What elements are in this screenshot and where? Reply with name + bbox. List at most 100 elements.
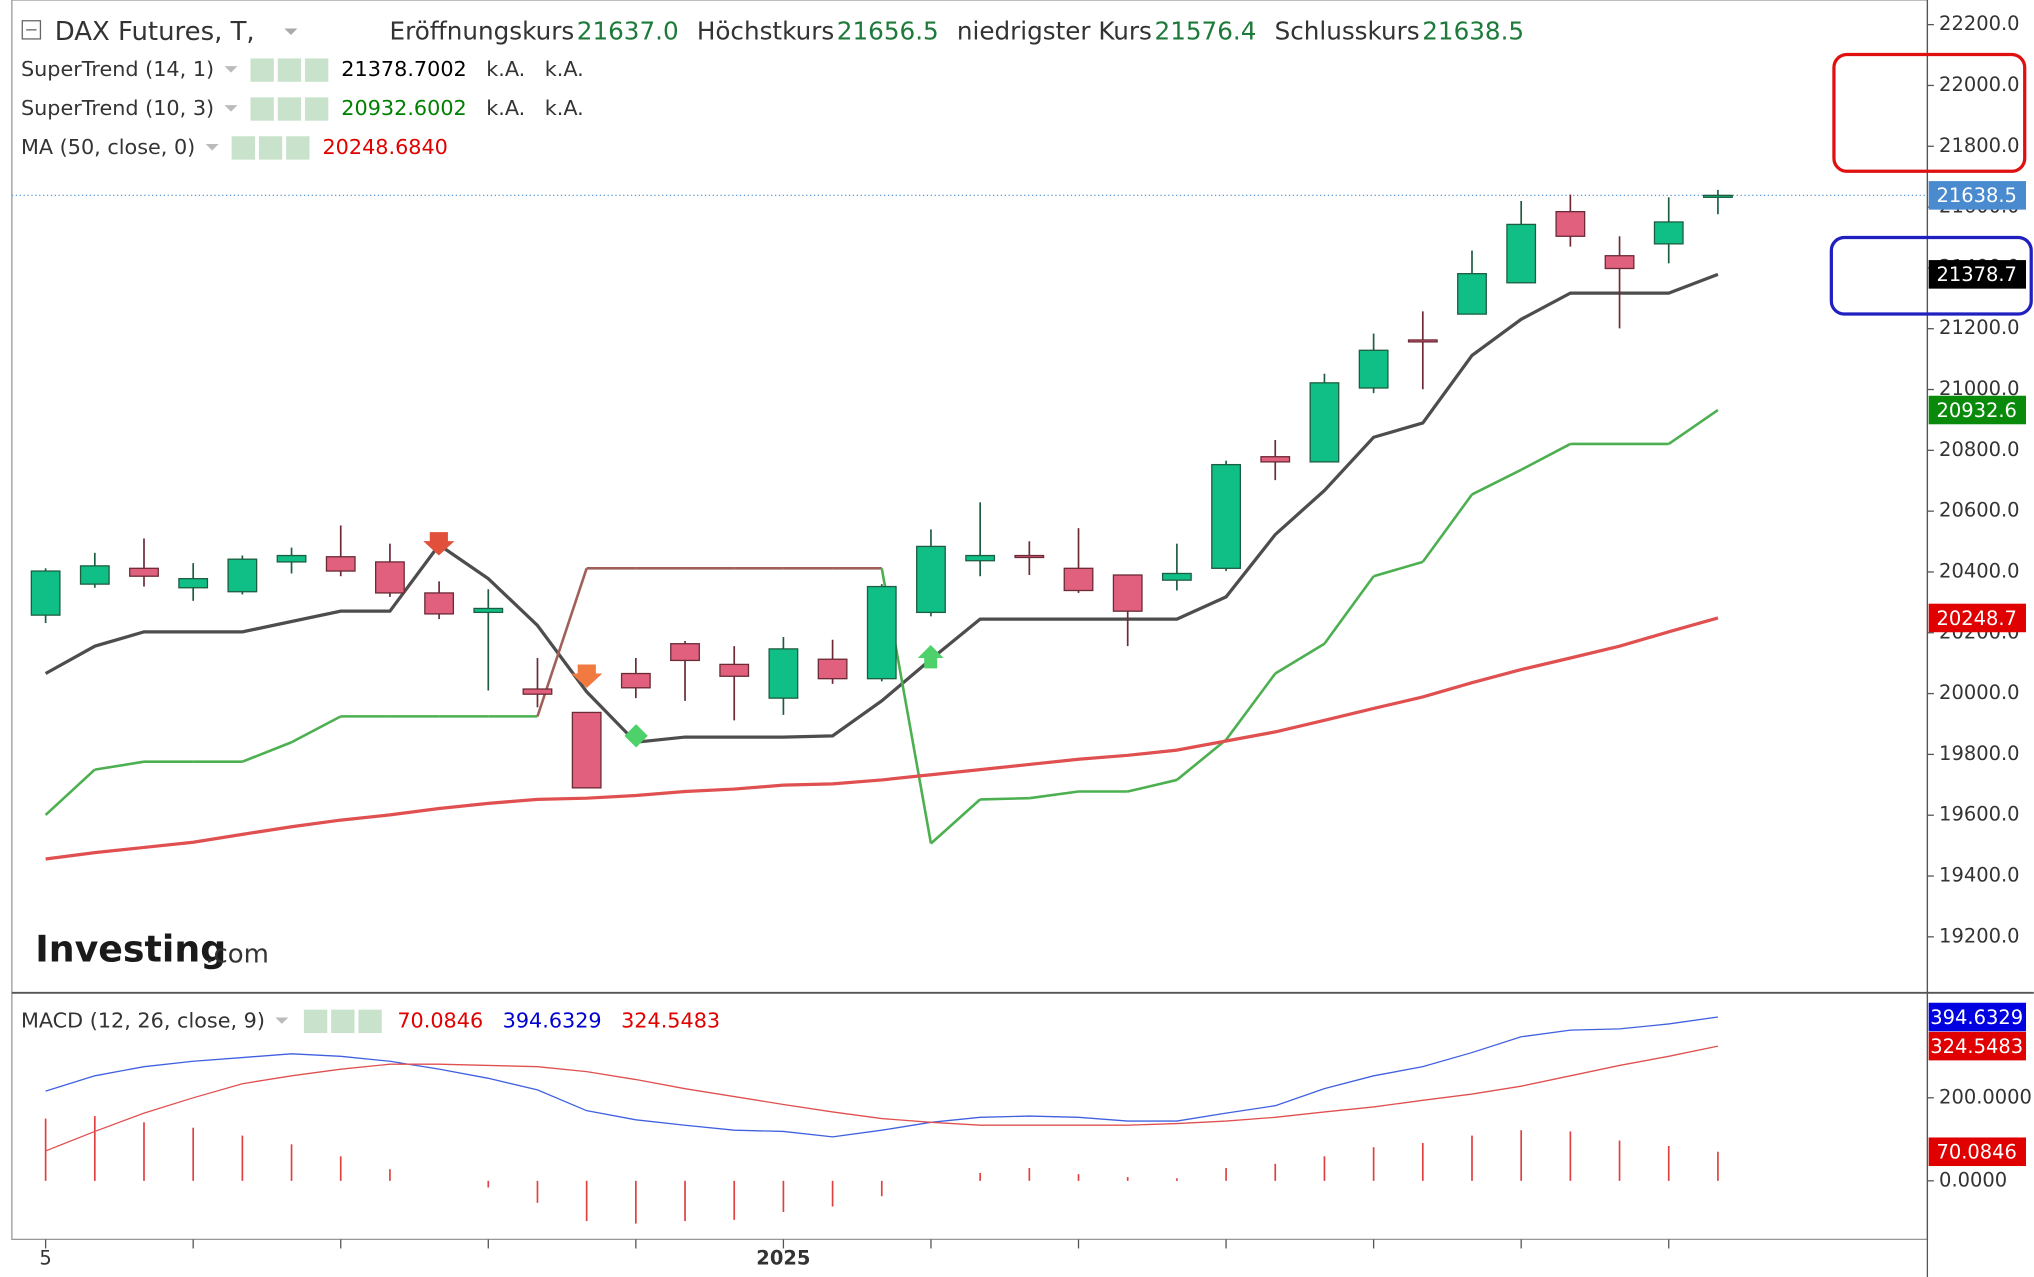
supertrend-segment <box>1668 408 1719 446</box>
ohlc-label: Höchstkurs <box>697 16 834 45</box>
supertrend-segment <box>241 741 293 763</box>
price-label: 70.0846 <box>1936 1141 2016 1164</box>
dropdown <box>205 144 219 151</box>
price-label-bg <box>1928 181 2027 210</box>
candle-body <box>1063 567 1094 592</box>
legend-icon <box>303 1009 328 1034</box>
macd-line <box>45 1045 1719 1152</box>
candle-body <box>1457 273 1487 315</box>
collapse-button[interactable] <box>21 20 42 40</box>
x-tick-label: 5 <box>39 1246 51 1269</box>
candle-body <box>1358 349 1389 389</box>
candle-body <box>325 556 356 572</box>
price-label-bg <box>1928 1031 2027 1061</box>
candle-body <box>1260 456 1291 463</box>
legend-icon <box>277 97 302 121</box>
price-label-bg <box>1928 260 2027 289</box>
legend-icon <box>286 136 310 160</box>
candle-body <box>571 711 602 789</box>
candle-body <box>916 545 946 614</box>
chart-title: DAX Futures, T, <box>55 17 255 47</box>
legend-name: MA (50, close, 0) <box>21 135 195 159</box>
y-tick-label: 21800.0 <box>1939 134 2019 157</box>
legend-value: k.A. <box>486 57 525 81</box>
candle-body <box>522 688 553 695</box>
price-label: 324.5483 <box>1930 1035 2023 1058</box>
candle-body <box>1407 339 1438 343</box>
candle-body <box>424 592 455 615</box>
candle-body <box>178 577 209 589</box>
legend-value: 324.5483 <box>621 1008 720 1032</box>
supertrend-segment <box>1520 442 1571 471</box>
supertrend-segment <box>1421 493 1474 563</box>
watermark-brand: Investing <box>35 927 226 970</box>
ohlc-label: Eröffnungskurs <box>390 16 575 45</box>
ohlc-value: 21637.0 <box>577 16 679 45</box>
candle-body <box>1309 382 1340 463</box>
legend-value: 70.0846 <box>397 1008 483 1032</box>
candle-body <box>817 658 848 680</box>
candle-body <box>1211 463 1241 569</box>
supertrend-segment <box>44 768 96 816</box>
legend-name: SuperTrend (14, 1) <box>21 57 214 81</box>
supertrend-segment <box>1323 575 1375 645</box>
y-tick-label: 19400.0 <box>1939 864 2019 887</box>
legend-value: k.A. <box>545 96 584 120</box>
price-label: 20248.7 <box>1936 607 2016 630</box>
y-tick-label: 20400.0 <box>1939 559 2019 582</box>
plot-area <box>11 189 1928 1224</box>
buy-arrow <box>917 644 944 669</box>
candle-body <box>129 567 159 577</box>
candle-body <box>1555 210 1586 237</box>
price-label: 20932.6 <box>1936 399 2016 422</box>
y-tick-label: 22000.0 <box>1939 73 2019 96</box>
candle-body <box>374 561 405 594</box>
legend-icon <box>304 97 329 121</box>
ohlc-value: 21638.5 <box>1422 16 1524 45</box>
highlight-box <box>1832 52 2027 173</box>
candle-body <box>620 672 651 689</box>
price-label-bg <box>1928 1137 2027 1167</box>
price-label: 21638.5 <box>1936 184 2016 207</box>
macd-line <box>45 1016 1719 1138</box>
ohlc-legend: Eröffnungskurs 21637.0 Höchstkurs 21656.5 ni… <box>390 16 1525 45</box>
legend-icon <box>304 58 329 82</box>
y-tick-label: 200.0000 <box>1939 1085 2032 1108</box>
price-label-bg <box>1928 603 2027 633</box>
candle-body <box>965 554 996 562</box>
candle-body <box>866 585 897 680</box>
legend-icon <box>277 58 302 82</box>
legend-icon <box>250 58 274 82</box>
supertrend-segment <box>1373 560 1424 578</box>
candle-body <box>1702 194 1733 198</box>
y-tick-label: 19800.0 <box>1939 742 2019 765</box>
ohlc-label: Schlusskurs <box>1275 16 1420 45</box>
supertrend-segment <box>980 796 1030 801</box>
ohlc-value: 21656.5 <box>837 16 939 45</box>
price-label: 21378.7 <box>1936 263 2016 286</box>
legend-value: 20248.6840 <box>322 135 447 159</box>
supertrend-segment <box>1029 790 1079 800</box>
price-label: 394.6329 <box>1930 1006 2023 1029</box>
candle-body <box>227 558 258 593</box>
legend-icon <box>331 1009 355 1034</box>
dropdown[interactable] <box>284 28 298 36</box>
legend-name: MACD (12, 26, close, 9) <box>21 1008 265 1032</box>
indicator-legend: SuperTrend (14, 1) 21378.7002 k.A. k.A. Supe… <box>21 57 720 1034</box>
indicator-line <box>45 616 1719 861</box>
candle-body <box>1506 223 1537 284</box>
supertrend-segment <box>94 760 145 771</box>
supertrend-segment <box>1471 468 1522 496</box>
y-tick-label: 20600.0 <box>1939 499 2019 522</box>
ohlc-label: niedrigster Kurs <box>957 16 1152 45</box>
y-tick-label: 22200.0 <box>1939 12 2019 35</box>
candle-body <box>1653 221 1684 245</box>
sell-arrow <box>571 664 603 688</box>
y-tick-label: 20800.0 <box>1939 438 2019 461</box>
legend-icon <box>231 136 255 160</box>
legend-icon <box>250 97 274 121</box>
legend-icon <box>258 136 283 160</box>
candle-body <box>1604 255 1635 270</box>
candle-body <box>1112 574 1143 612</box>
